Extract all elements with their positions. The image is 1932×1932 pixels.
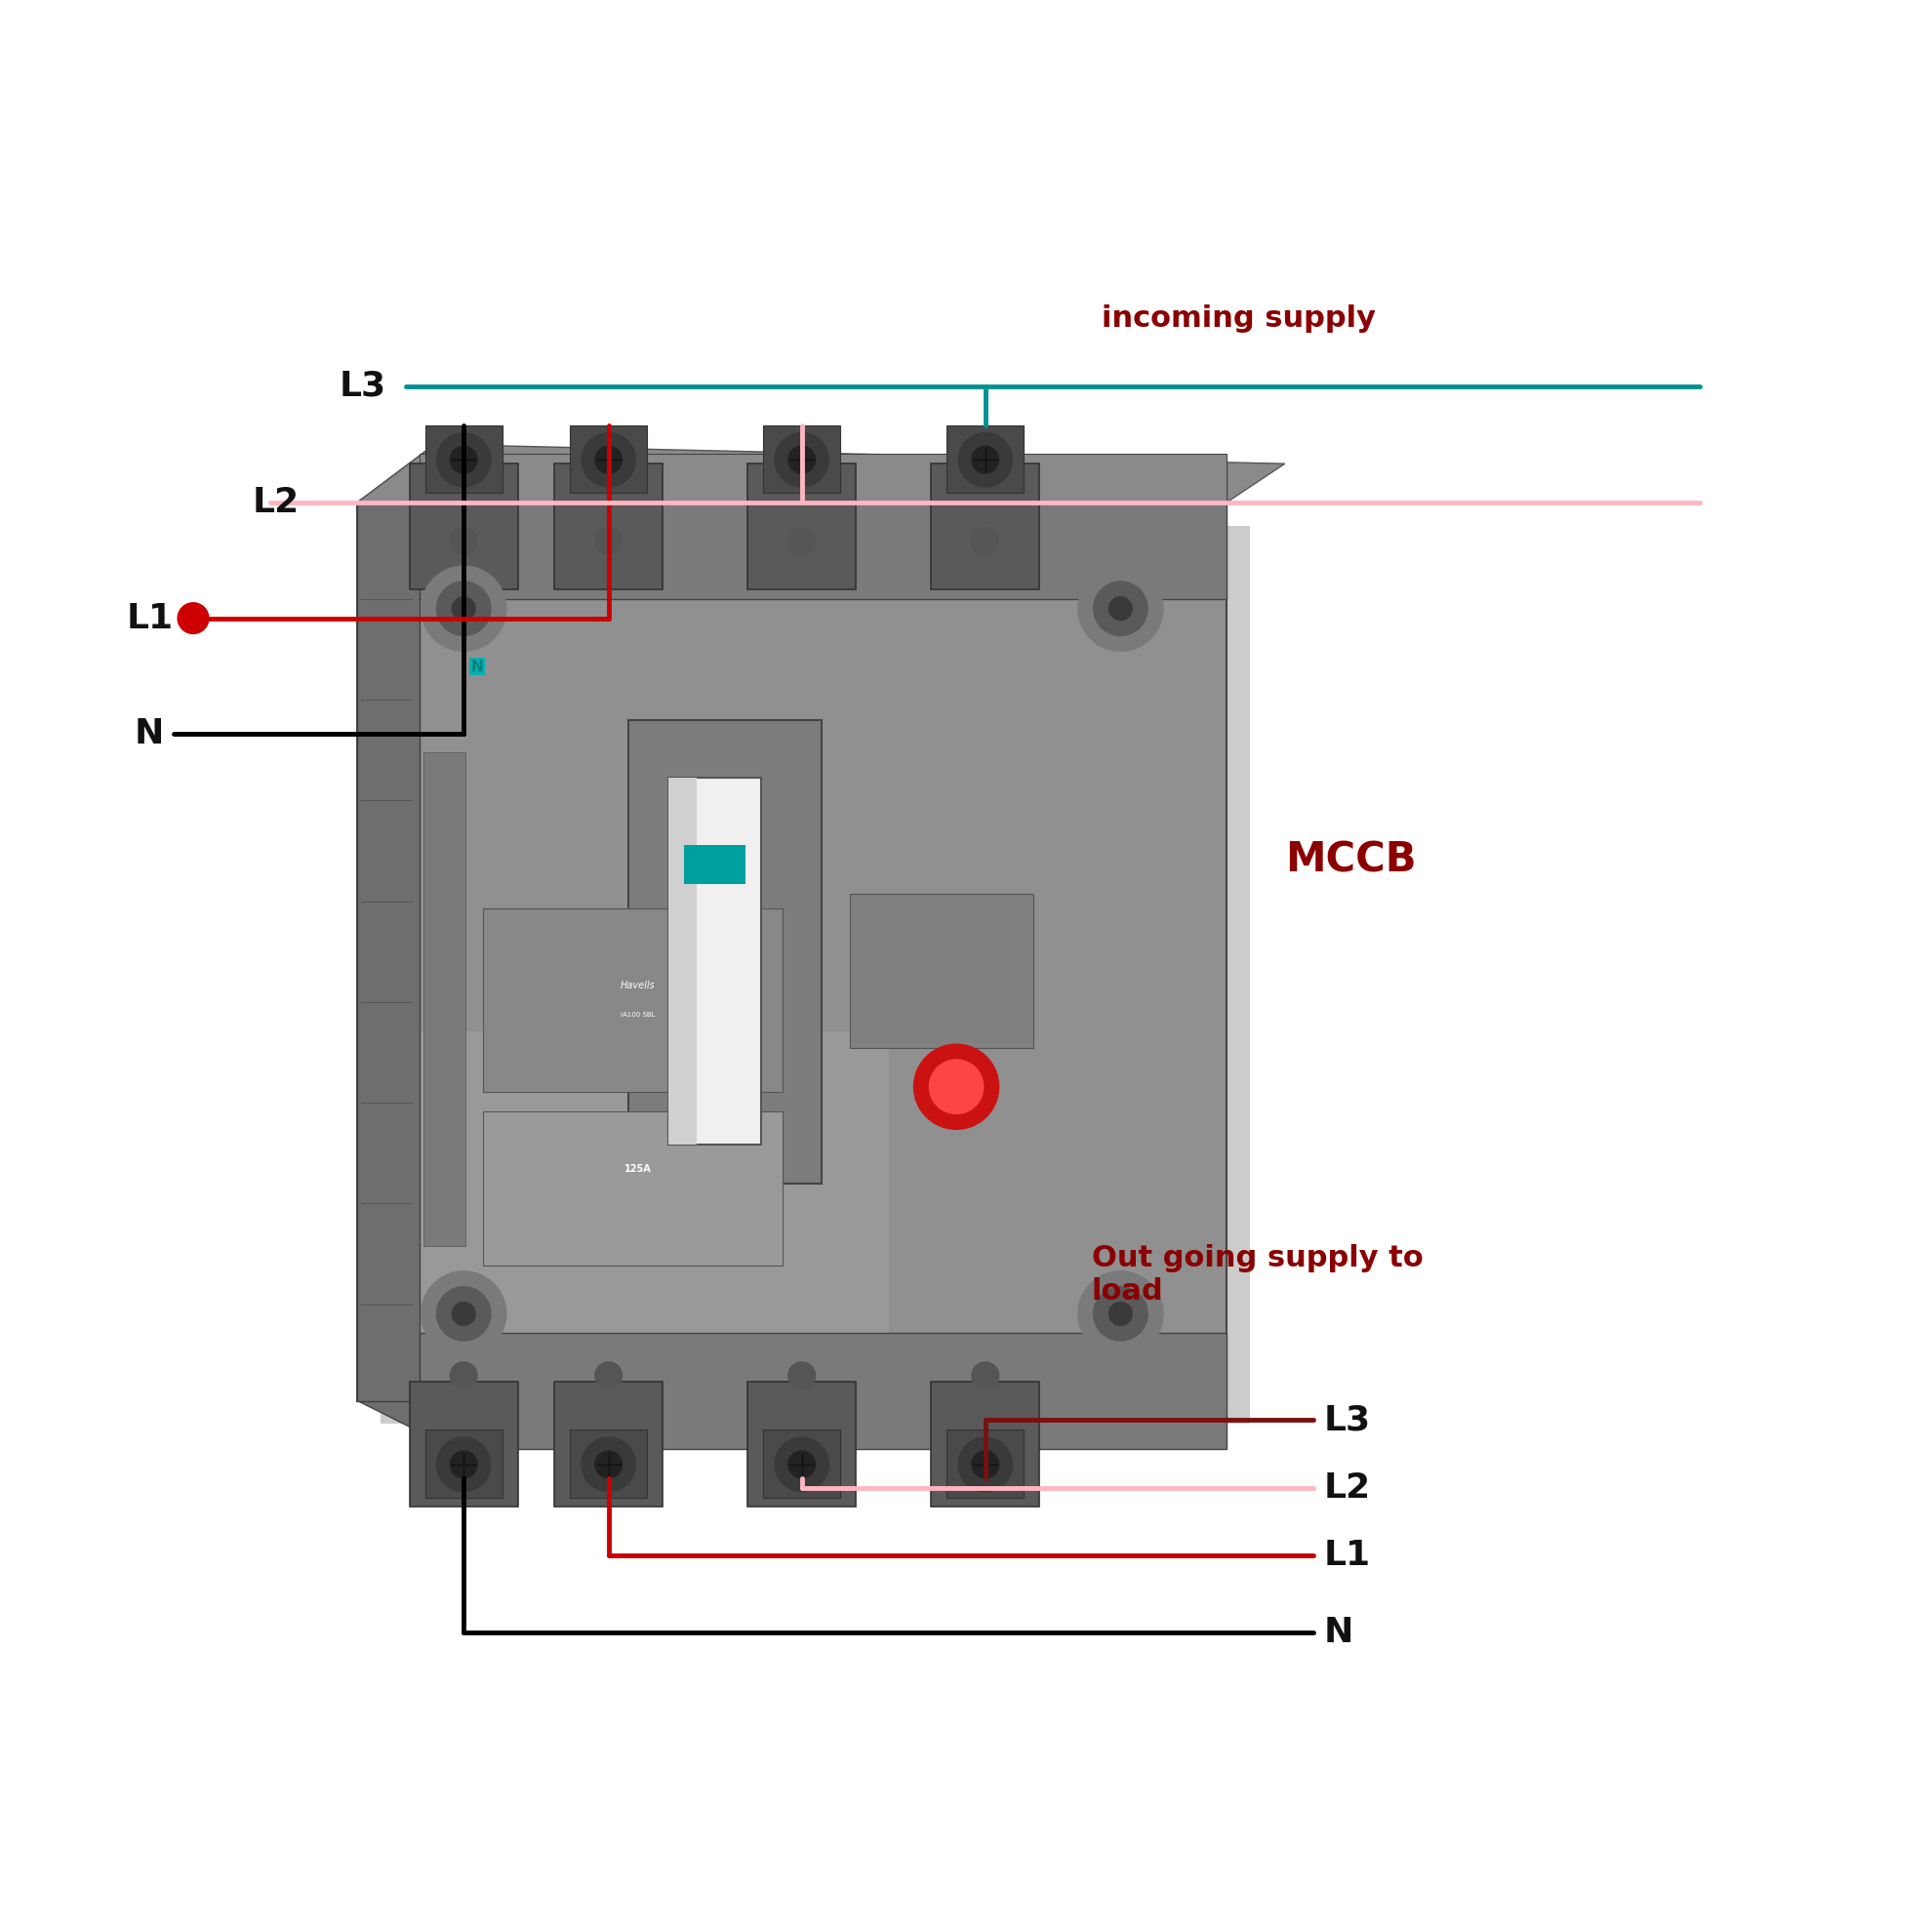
Bar <box>425 425 502 493</box>
Circle shape <box>1078 566 1163 651</box>
Bar <box>357 502 419 1401</box>
Text: L1: L1 <box>1323 1538 1370 1573</box>
Circle shape <box>1109 597 1132 620</box>
Bar <box>423 752 466 1246</box>
Bar <box>357 502 1227 1401</box>
Circle shape <box>958 433 1012 487</box>
Text: L3: L3 <box>1323 1403 1370 1437</box>
Text: iA100 SBL: iA100 SBL <box>620 1010 655 1018</box>
Circle shape <box>1078 1271 1163 1356</box>
Circle shape <box>421 566 506 651</box>
Bar <box>410 464 518 589</box>
Ellipse shape <box>551 454 667 647</box>
Bar <box>668 777 761 1144</box>
Circle shape <box>788 1451 815 1478</box>
Circle shape <box>775 433 829 487</box>
Circle shape <box>1094 1287 1148 1341</box>
Circle shape <box>421 1271 506 1356</box>
Circle shape <box>972 1451 999 1478</box>
Text: N: N <box>1323 1615 1352 1650</box>
Circle shape <box>582 1437 636 1492</box>
Text: N: N <box>135 717 164 752</box>
Bar <box>410 1381 518 1507</box>
Circle shape <box>452 597 475 620</box>
Circle shape <box>958 1437 1012 1492</box>
Bar <box>554 1381 663 1507</box>
Bar <box>483 908 782 1092</box>
Circle shape <box>450 446 477 473</box>
Bar <box>684 844 746 883</box>
Text: L3: L3 <box>340 369 386 404</box>
Bar <box>570 1430 647 1497</box>
Circle shape <box>775 1437 829 1492</box>
Bar <box>748 464 856 589</box>
Bar <box>850 893 1034 1047</box>
Circle shape <box>437 582 491 636</box>
Circle shape <box>972 446 999 473</box>
Bar <box>419 1333 1227 1449</box>
Bar <box>554 464 663 589</box>
Circle shape <box>595 527 622 554</box>
Bar <box>381 526 1250 1424</box>
Circle shape <box>972 1362 999 1389</box>
Bar <box>570 425 647 493</box>
Text: Havells: Havells <box>620 980 655 991</box>
Text: N: N <box>471 659 483 674</box>
Bar <box>763 425 840 493</box>
Circle shape <box>452 1302 475 1325</box>
Text: MCCB: MCCB <box>1285 838 1416 881</box>
Circle shape <box>788 1362 815 1389</box>
Polygon shape <box>357 444 1285 502</box>
Circle shape <box>1094 582 1148 636</box>
Circle shape <box>929 1059 983 1113</box>
Circle shape <box>595 1362 622 1389</box>
Circle shape <box>788 527 815 554</box>
Circle shape <box>582 433 636 487</box>
Bar <box>425 1430 502 1497</box>
Circle shape <box>595 446 622 473</box>
Circle shape <box>450 1451 477 1478</box>
Text: Out going supply to
load: Out going supply to load <box>1092 1244 1424 1306</box>
Bar <box>483 1111 782 1265</box>
Circle shape <box>595 1451 622 1478</box>
Text: L1: L1 <box>128 601 174 636</box>
Circle shape <box>437 433 491 487</box>
Bar <box>419 454 1227 502</box>
Polygon shape <box>357 444 435 1439</box>
Text: L2: L2 <box>253 485 299 520</box>
Circle shape <box>788 446 815 473</box>
Text: L2: L2 <box>1323 1470 1370 1505</box>
Bar <box>931 464 1039 589</box>
Bar <box>628 719 821 1182</box>
Circle shape <box>914 1043 999 1128</box>
Bar <box>947 425 1024 493</box>
Circle shape <box>972 527 999 554</box>
Bar <box>668 777 696 1144</box>
Circle shape <box>178 603 209 634</box>
Circle shape <box>450 527 477 554</box>
Circle shape <box>450 1362 477 1389</box>
Text: incoming supply: incoming supply <box>1101 305 1376 332</box>
Bar <box>419 464 1227 599</box>
Bar <box>947 1430 1024 1497</box>
Bar <box>763 1430 840 1497</box>
Text: 125A: 125A <box>624 1163 651 1175</box>
Bar <box>931 1381 1039 1507</box>
Circle shape <box>437 1287 491 1341</box>
Circle shape <box>1109 1302 1132 1325</box>
Bar <box>748 1381 856 1507</box>
Circle shape <box>437 1437 491 1492</box>
Bar <box>367 1032 889 1391</box>
